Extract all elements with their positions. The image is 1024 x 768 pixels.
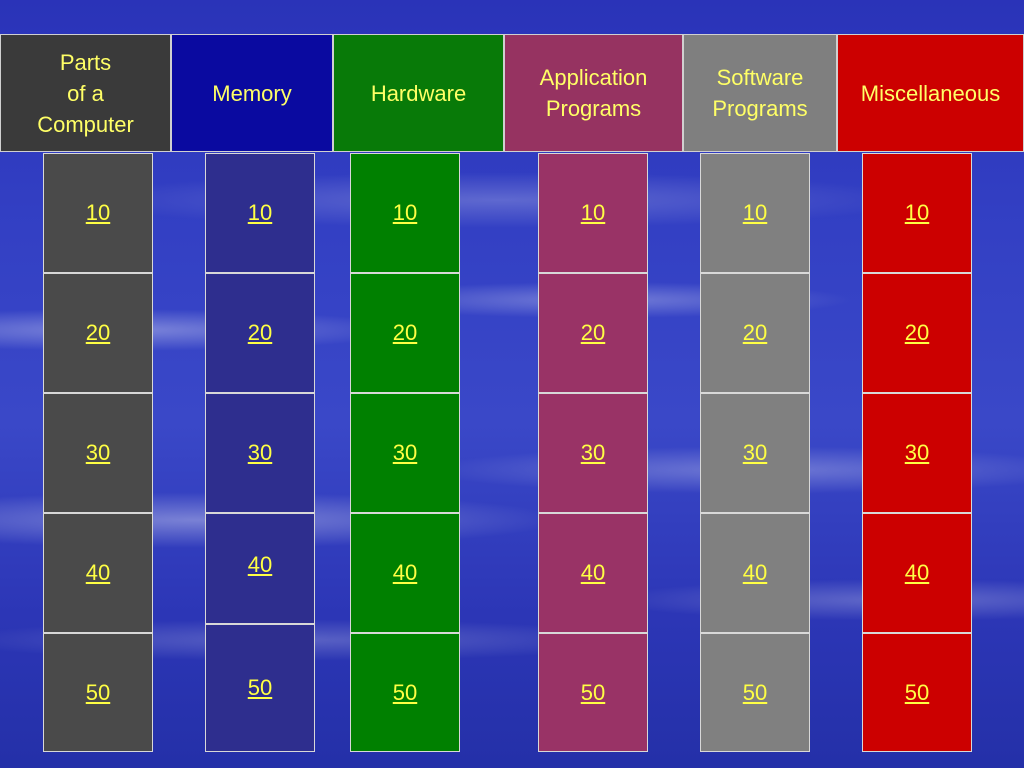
column-miscellaneous: 10 20 30 40 50 <box>862 153 972 752</box>
question-cell[interactable]: 10 <box>862 153 972 273</box>
question-cell[interactable]: 20 <box>205 273 315 393</box>
points-link[interactable]: 30 <box>904 440 930 465</box>
points-link[interactable]: 40 <box>580 560 606 585</box>
question-cell[interactable]: 40 <box>350 513 460 633</box>
question-cell[interactable]: 30 <box>700 393 810 513</box>
question-cell[interactable]: 10 <box>43 153 153 273</box>
question-cell[interactable]: 30 <box>350 393 460 513</box>
question-cell[interactable]: 20 <box>350 273 460 393</box>
points-link[interactable]: 30 <box>742 440 768 465</box>
points-link[interactable]: 30 <box>247 440 273 465</box>
points-link[interactable]: 30 <box>580 440 606 465</box>
question-cell[interactable]: 20 <box>700 273 810 393</box>
column-memory: 10 20 30 40 50 <box>205 153 315 752</box>
points-link[interactable]: 10 <box>392 200 418 225</box>
column-parts-of-a-computer: 10 20 30 40 50 <box>43 153 153 752</box>
question-cell[interactable]: 40 <box>700 513 810 633</box>
question-cell[interactable]: 20 <box>538 273 648 393</box>
points-link[interactable]: 10 <box>904 200 930 225</box>
points-link[interactable]: 50 <box>247 675 273 700</box>
points-link[interactable]: 50 <box>742 679 768 705</box>
points-link[interactable]: 20 <box>392 320 418 345</box>
points-link[interactable]: 30 <box>392 440 418 465</box>
points-link[interactable]: 40 <box>742 560 768 585</box>
column-hardware: 10 20 30 40 50 <box>350 153 460 752</box>
column-software-programs: 10 20 30 40 50 <box>700 153 810 752</box>
question-cell[interactable]: 50 <box>43 633 153 752</box>
question-cell[interactable]: 20 <box>862 273 972 393</box>
column-application-programs: 10 20 30 40 50 <box>538 153 648 752</box>
question-cell[interactable]: 30 <box>538 393 648 513</box>
points-link[interactable]: 20 <box>247 320 273 345</box>
question-cell[interactable]: 30 <box>862 393 972 513</box>
question-cell[interactable]: 20 <box>43 273 153 393</box>
question-cell[interactable]: 10 <box>538 153 648 273</box>
question-cell[interactable]: 30 <box>205 393 315 513</box>
question-cell[interactable]: 40 <box>862 513 972 633</box>
points-link[interactable]: 10 <box>247 200 273 225</box>
category-software-programs: Software Programs <box>683 34 837 152</box>
points-link[interactable]: 10 <box>742 200 768 225</box>
points-link[interactable]: 10 <box>85 200 111 225</box>
category-parts-of-a-computer: Parts of a Computer <box>0 34 171 152</box>
points-link[interactable]: 20 <box>904 320 930 345</box>
question-cell[interactable]: 10 <box>205 153 315 273</box>
points-link[interactable]: 10 <box>580 200 606 225</box>
category-header-row: Parts of a Computer Memory Hardware Appl… <box>0 34 1024 154</box>
points-link[interactable]: 50 <box>904 679 930 705</box>
points-link[interactable]: 40 <box>247 552 273 577</box>
question-cell[interactable]: 50 <box>205 624 315 752</box>
question-cell[interactable]: 50 <box>700 633 810 752</box>
question-cell[interactable]: 50 <box>350 633 460 752</box>
points-link[interactable]: 40 <box>904 560 930 585</box>
question-cell[interactable]: 40 <box>538 513 648 633</box>
category-miscellaneous: Miscellaneous <box>837 34 1024 152</box>
category-application-programs: Application Programs <box>504 34 683 152</box>
points-link[interactable]: 40 <box>392 560 418 585</box>
category-memory: Memory <box>171 34 333 152</box>
points-link[interactable]: 50 <box>392 679 418 705</box>
question-cell[interactable]: 30 <box>43 393 153 513</box>
points-link[interactable]: 20 <box>580 320 606 345</box>
question-cell[interactable]: 50 <box>538 633 648 752</box>
points-link[interactable]: 20 <box>742 320 768 345</box>
question-cell[interactable]: 50 <box>862 633 972 752</box>
question-cell[interactable]: 40 <box>205 513 315 624</box>
category-hardware: Hardware <box>333 34 504 152</box>
question-cell[interactable]: 40 <box>43 513 153 633</box>
points-link[interactable]: 20 <box>85 320 111 345</box>
points-link[interactable]: 50 <box>580 679 606 705</box>
points-link[interactable]: 50 <box>85 679 111 705</box>
question-cell[interactable]: 10 <box>350 153 460 273</box>
points-link[interactable]: 40 <box>85 560 111 585</box>
question-cell[interactable]: 10 <box>700 153 810 273</box>
points-link[interactable]: 30 <box>85 440 111 465</box>
